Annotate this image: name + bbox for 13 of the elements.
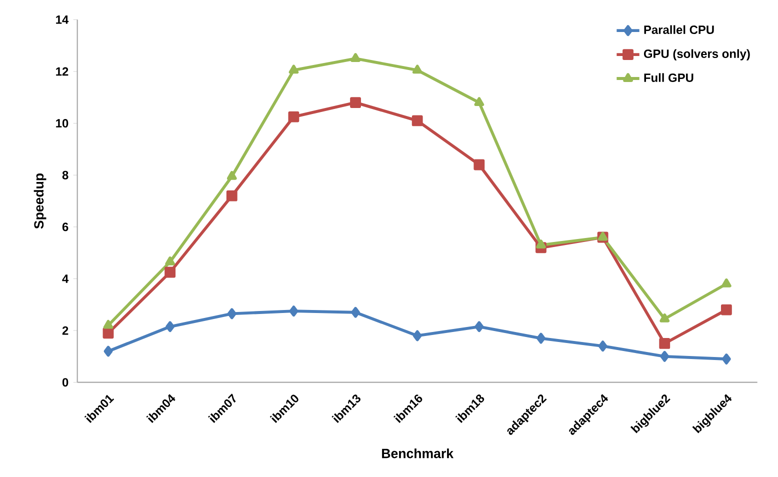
y-tick-label: 10	[56, 119, 68, 128]
legend-label: GPU (solvers only)	[644, 49, 750, 60]
y-axis-title: Speedup	[34, 173, 46, 229]
x-axis-title: Benchmark	[382, 448, 454, 458]
y-tick-label: 6	[62, 222, 68, 232]
y-tick-label: 4	[62, 274, 69, 283]
legend-label: Full GPU	[644, 73, 694, 82]
legend-label: Parallel CPU	[644, 25, 714, 34]
y-tick-label: 14	[56, 16, 69, 24]
y-tick-label: 0	[62, 378, 68, 387]
y-tick-label: 12	[56, 67, 68, 76]
y-tick-label: 8	[62, 170, 68, 180]
y-tick-label: 2	[62, 326, 68, 335]
